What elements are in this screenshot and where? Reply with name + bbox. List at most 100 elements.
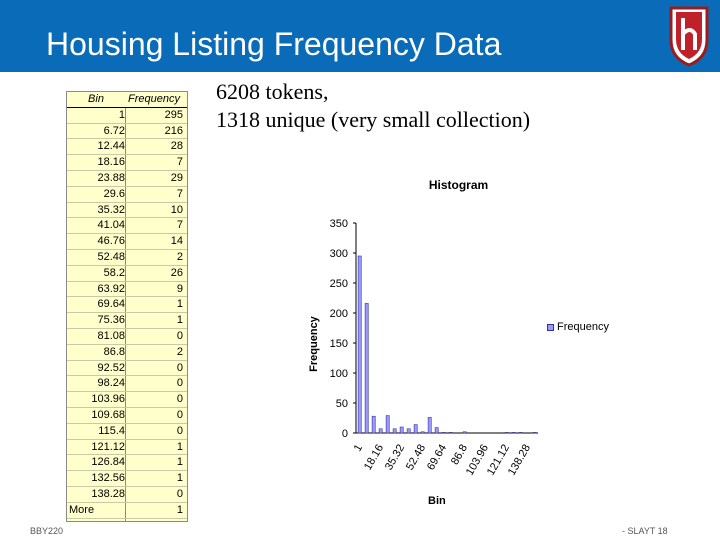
- histogram-bar: [427, 417, 432, 434]
- table-row: 86.8 2: [67, 345, 187, 361]
- table-row: 35.32 10: [67, 203, 187, 219]
- slide-title: Housing Listing Frequency Data: [46, 26, 502, 62]
- table-cell-bin: 115.4: [98, 424, 125, 437]
- table-cell-bin: 63.92: [97, 282, 125, 295]
- table-cell-bin: 98.24: [97, 377, 125, 390]
- table-cell-frequency: 295: [164, 108, 183, 121]
- histogram-bar: [406, 428, 411, 434]
- histogram-bar: [504, 432, 509, 434]
- x-tick-label: 35.32: [383, 443, 407, 473]
- table-row: 126.84 1: [67, 455, 187, 472]
- table-row: 121.12 1: [67, 440, 187, 456]
- table-cell-bin: 92.52: [97, 361, 125, 374]
- table-cell-bin: 132.56: [91, 472, 125, 485]
- table-cell-frequency: 0: [176, 377, 183, 390]
- table-cell-bin: 86.8: [103, 345, 125, 358]
- table-cell-frequency: 0: [176, 424, 183, 437]
- histogram-bar: [364, 303, 369, 434]
- table-cell-bin: 103.96: [91, 393, 125, 406]
- table-cell-frequency: 1: [176, 456, 183, 469]
- table-row: 92.52 0: [67, 361, 187, 377]
- legend-swatch: [547, 323, 554, 331]
- table-row: 63.92 9: [67, 282, 187, 298]
- histogram-bar: [441, 432, 446, 434]
- table-row: 58.2 26: [67, 266, 187, 282]
- y-tick-label: 300: [330, 248, 348, 260]
- x-axis-label: Bin: [428, 495, 446, 507]
- table-cell-frequency: 2: [176, 345, 183, 358]
- frequency-table: Bin Frequency 1 295 6.72 216 12.44 28 18.16 7 23…: [66, 91, 188, 522]
- histogram-chart: Histogram Frequency Bin Frequency 0 50 100…: [296, 160, 621, 522]
- table-cell-frequency: 7: [176, 219, 183, 232]
- table-row: 75.36 1: [67, 313, 187, 329]
- table-cell-frequency: 1: [176, 472, 183, 485]
- x-tick-label: 1: [352, 443, 365, 454]
- y-tick-label: 350: [330, 218, 348, 230]
- y-tick-label: 150: [330, 338, 348, 350]
- h-crest-icon: [669, 6, 709, 67]
- header-frequency: Frequency: [128, 93, 180, 105]
- histogram-bar: [462, 431, 467, 434]
- plot-area: 0 50 100 150 200 250 300 350 118.1635.3252.4869.…: [330, 218, 538, 478]
- table-cell-frequency: 1: [176, 298, 183, 311]
- chart-title: Histogram: [428, 178, 489, 192]
- x-tick-label: 69.64: [425, 443, 449, 473]
- histogram-bar: [448, 432, 453, 434]
- table-cell-frequency: 2: [176, 251, 183, 263]
- table-cell-bin: 121.12: [91, 440, 125, 453]
- title-bar: Housing Listing Frequency Data: [0, 0, 720, 72]
- histogram-bar: [399, 426, 404, 434]
- footer-course-code: BBY220: [30, 526, 64, 536]
- table-row: 23.88 29: [67, 171, 187, 187]
- table-cell-frequency: 0: [176, 409, 183, 421]
- stats-line-tokens: 6208 tokens,: [216, 79, 329, 104]
- table-cell-bin: 81.08: [97, 330, 125, 342]
- x-tick-label: 86.8: [449, 443, 470, 468]
- histogram-bar: [518, 432, 523, 434]
- table-row: More 1: [67, 503, 187, 519]
- table-row: 132.56 1: [67, 471, 187, 487]
- stats-line-unique: 1318 unique (very small collection): [216, 107, 531, 132]
- table-cell-bin: More: [69, 503, 95, 516]
- table-cell-frequency: 0: [176, 393, 183, 406]
- y-tick-label: 200: [330, 308, 348, 320]
- collection-stats: 6208 tokens, 1318 unique (very small col…: [216, 78, 530, 134]
- histogram-bar: [357, 255, 362, 434]
- table-row: 138.28 0: [67, 487, 187, 503]
- table-row: 46.76 14: [67, 234, 187, 250]
- histogram-bar: [413, 424, 418, 434]
- histogram-bar: [434, 427, 439, 434]
- histogram-bar: [378, 428, 383, 434]
- y-tick-label: 100: [330, 368, 348, 380]
- table-header: Bin Frequency: [67, 92, 187, 108]
- table-cell-bin: 41.04: [97, 219, 125, 232]
- table-row: 109.68 0: [67, 408, 187, 424]
- table-row: 115.4 0: [67, 424, 187, 440]
- table-cell-bin: 69.64: [97, 298, 125, 311]
- histogram-bar: [371, 415, 376, 434]
- table-cell-bin: 126.84: [91, 456, 125, 469]
- table-cell-bin: 138.28: [91, 488, 125, 500]
- table-cell-bin: 29.6: [103, 187, 125, 200]
- histogram-bar: [532, 432, 537, 434]
- chart-legend: Frequency: [547, 321, 609, 333]
- table-cell-frequency: 10: [170, 203, 183, 216]
- table-row: 81.08 0: [67, 329, 187, 345]
- table-cell-frequency: 0: [176, 361, 183, 374]
- table-row: 98.24 0: [67, 376, 187, 393]
- table-cell-frequency: 0: [176, 330, 183, 342]
- histogram-bar: [392, 428, 397, 434]
- y-tick-label: 50: [336, 398, 348, 410]
- footer-slide-number: - SLAYT 18: [622, 526, 668, 536]
- y-tick-label: 250: [330, 278, 348, 290]
- table-cell-frequency: 14: [170, 235, 183, 248]
- header-bin: Bin: [88, 93, 104, 105]
- table-row: 1 295: [67, 108, 187, 124]
- table-cell-bin: 75.36: [97, 314, 125, 327]
- table-cell-frequency: 9: [176, 282, 183, 295]
- table-row: 6.72 216: [67, 124, 187, 140]
- table-cell-bin: 58.2: [103, 266, 125, 279]
- table-cell-frequency: 29: [170, 172, 183, 184]
- table-cell-frequency: 28: [170, 140, 183, 153]
- table-cell-frequency: 26: [170, 266, 183, 279]
